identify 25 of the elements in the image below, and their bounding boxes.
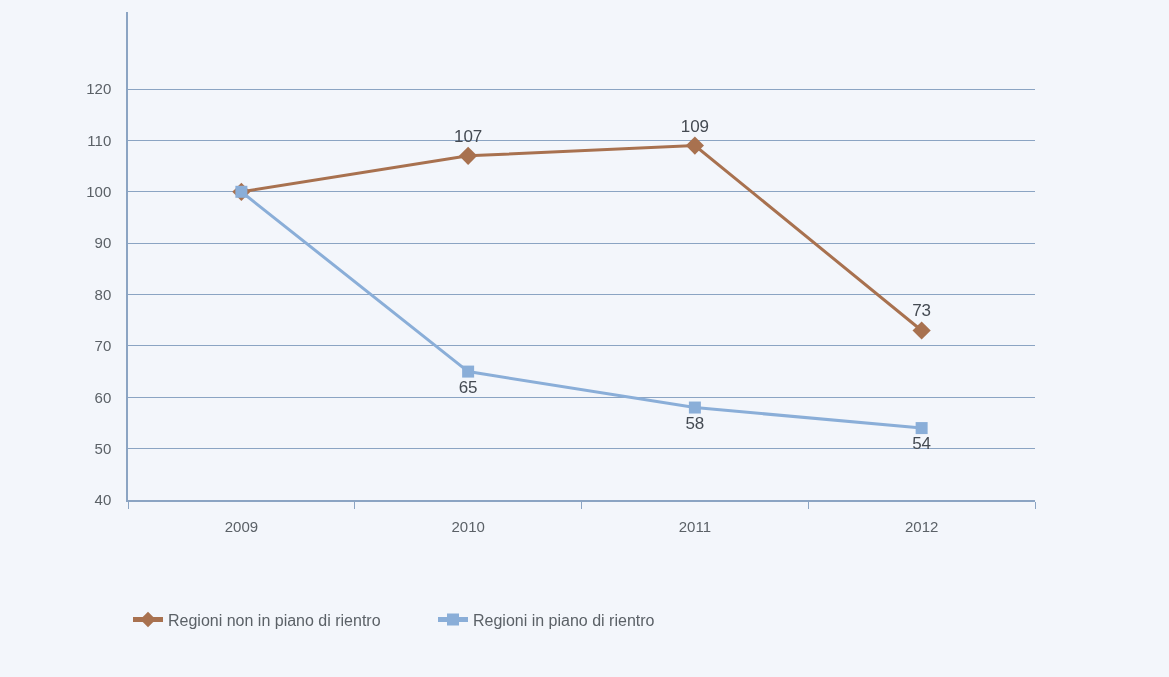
x-tick-label: 2009 [224,517,259,535]
legend-label: Regioni non in piano di rientro [168,611,381,629]
x-tick-label: 2010 [451,517,485,535]
x-tick-label: 2011 [678,517,712,535]
point [685,136,704,155]
point [915,422,928,435]
x-tick-label: 2012 [904,517,939,535]
data-label: 109 [680,116,710,136]
y-tick-label: 40 [94,491,112,509]
y-tick-label: 110 [87,131,112,149]
data-label: 58 [685,413,705,433]
y-tick-label: 90 [94,234,112,252]
y-tick-label: 60 [94,388,112,406]
point [462,365,475,378]
point [459,146,478,165]
legend-label: Regioni in piano di rientro [473,611,655,629]
y-tick-label: 70 [94,337,112,355]
y-tick-label: 80 [94,285,112,303]
point [688,401,701,414]
y-tick-label: 50 [94,439,112,457]
data-label: 65 [458,377,478,397]
point [912,321,931,340]
y-tick-label: 120 [86,80,112,98]
y-tick-label: 100 [86,183,112,201]
data-label: 73 [912,301,932,321]
